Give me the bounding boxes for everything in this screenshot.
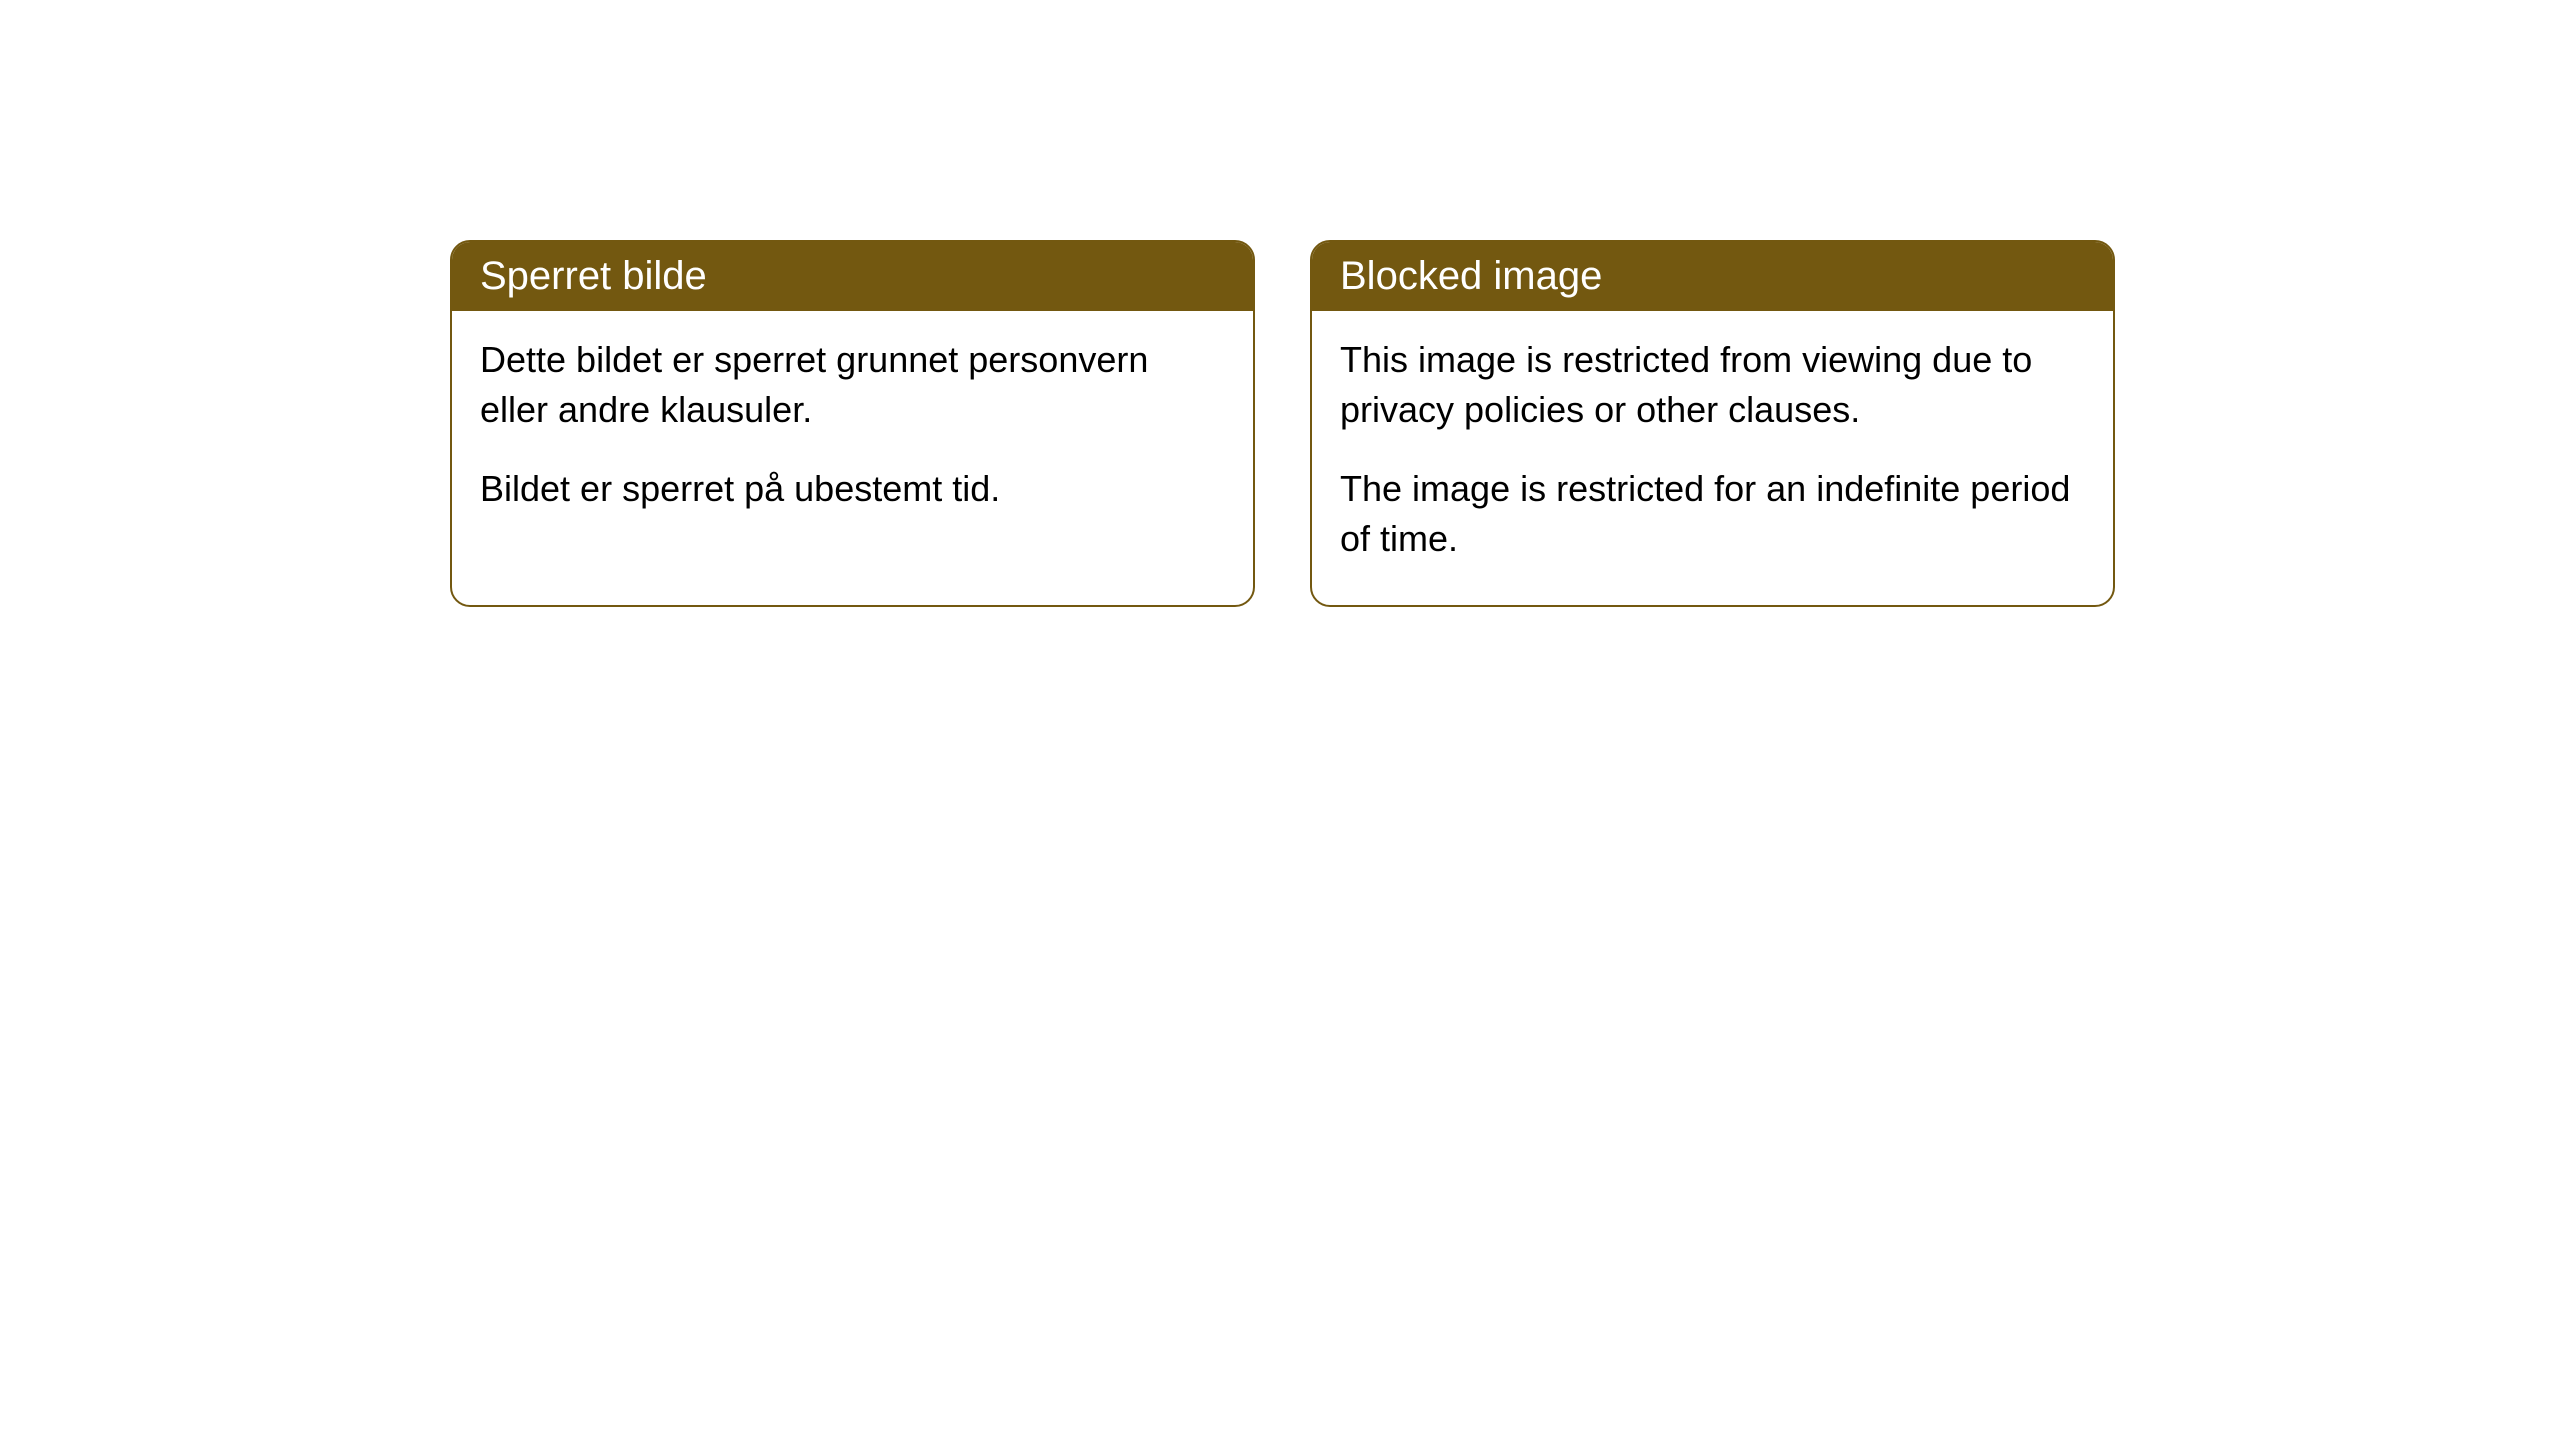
card-header: Blocked image [1312, 242, 2113, 311]
card-paragraph: Dette bildet er sperret grunnet personve… [480, 335, 1225, 436]
card-title: Blocked image [1340, 254, 1602, 298]
card-body: This image is restricted from viewing du… [1312, 311, 2113, 605]
card-paragraph: This image is restricted from viewing du… [1340, 335, 2085, 436]
blocked-image-card-english: Blocked image This image is restricted f… [1310, 240, 2115, 607]
card-paragraph: Bildet er sperret på ubestemt tid. [480, 464, 1225, 514]
card-paragraph: The image is restricted for an indefinit… [1340, 464, 2085, 565]
card-body: Dette bildet er sperret grunnet personve… [452, 311, 1253, 554]
blocked-image-card-norwegian: Sperret bilde Dette bildet er sperret gr… [450, 240, 1255, 607]
card-header: Sperret bilde [452, 242, 1253, 311]
card-title: Sperret bilde [480, 254, 707, 298]
cards-container: Sperret bilde Dette bildet er sperret gr… [450, 240, 2115, 607]
